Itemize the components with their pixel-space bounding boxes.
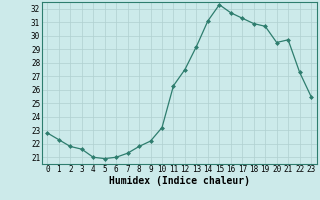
X-axis label: Humidex (Indice chaleur): Humidex (Indice chaleur) bbox=[109, 176, 250, 186]
